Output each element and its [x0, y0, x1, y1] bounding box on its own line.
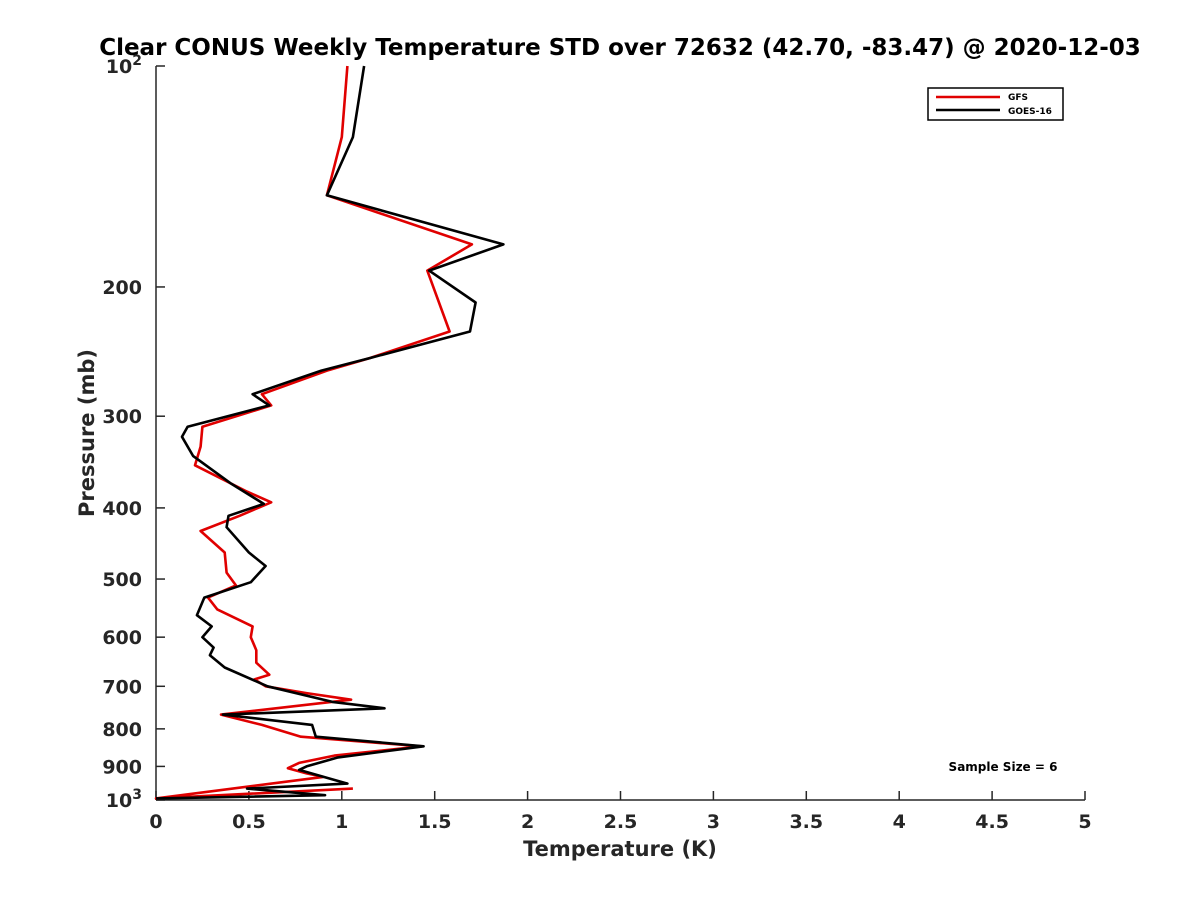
- y-tick-label: 600: [102, 627, 142, 649]
- x-tick-label: 4: [893, 811, 906, 833]
- legend: GFS GOES-16: [927, 87, 1064, 121]
- y-tick-label: 700: [102, 676, 142, 698]
- y-tick-label: 103: [106, 787, 142, 812]
- y-tick-label: 800: [102, 719, 142, 741]
- x-tick-label: 4.5: [975, 811, 1009, 833]
- plot-lines: [154, 65, 505, 800]
- x-tick-label: 2.5: [604, 811, 638, 833]
- y-tick-label: 900: [102, 756, 142, 778]
- x-tick-label: 2: [521, 811, 534, 833]
- x-tick-label: 5: [1078, 811, 1091, 833]
- x-tick-label: 3: [707, 811, 720, 833]
- x-tick-label: 0.5: [232, 811, 266, 833]
- y-axis-label: Pressure (mb): [75, 349, 99, 517]
- legend-box: [927, 87, 1064, 121]
- x-tick-label: 1: [335, 811, 348, 833]
- y-tick-label: 200: [102, 277, 142, 299]
- series-line-goes-16: [155, 65, 505, 800]
- y-tick-label: 500: [102, 569, 142, 591]
- y-tick-label: 102: [106, 53, 142, 78]
- legend-label-gfs: GFS: [1008, 93, 1028, 103]
- x-tick-label: 3.5: [789, 811, 823, 833]
- x-tick-label: 1.5: [418, 811, 452, 833]
- plot-axes: 0 0.5 1 1.5 2 2.5 3 3.5 4 4.5 5 102 200 300 400 500 600 7…: [102, 53, 1091, 833]
- x-axis-label: Temperature (K): [523, 837, 717, 861]
- chart-title: Clear CONUS Weekly Temperature STD over …: [99, 35, 1141, 61]
- sample-size-annotation: Sample Size = 6: [949, 760, 1058, 774]
- x-tick-label: 0: [149, 811, 162, 833]
- y-tick-label: 400: [102, 498, 142, 520]
- legend-label-goes16: GOES-16: [1008, 107, 1052, 117]
- y-tick-label: 300: [102, 406, 142, 428]
